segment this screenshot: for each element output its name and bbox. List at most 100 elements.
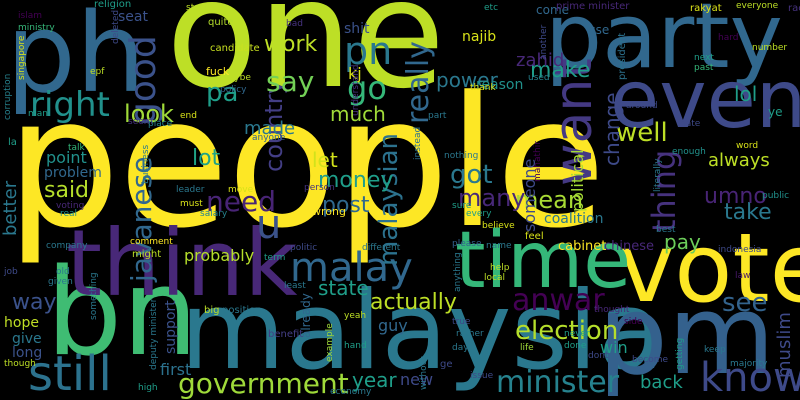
word-next: next — [694, 53, 714, 63]
word-wrong: wrong — [312, 205, 346, 218]
word-move: move — [228, 185, 254, 195]
word-public: public — [762, 191, 790, 201]
word-always: always — [708, 150, 770, 171]
word-instead: instead — [413, 126, 423, 160]
word-even: even — [610, 53, 800, 146]
word-year: year — [352, 368, 397, 392]
word-malaysia: malaysia — [180, 269, 664, 394]
word-one: one — [166, 0, 446, 122]
word-fuck: fuck — [206, 65, 230, 78]
word-minister: minister — [496, 365, 620, 400]
word-said: said — [44, 178, 90, 203]
word-vote: vote — [618, 214, 800, 324]
word-political: political — [568, 149, 587, 212]
word-bn: bn — [46, 244, 199, 383]
word-given: given — [48, 277, 73, 287]
word-need: need — [206, 185, 276, 218]
word-position: position — [222, 305, 262, 316]
word-back: back — [640, 372, 683, 393]
word-talk: talk — [68, 143, 85, 153]
word-everyone: everyone — [736, 1, 779, 11]
word-economy: economy — [330, 387, 372, 397]
word-actually: actually — [370, 290, 457, 315]
word-might: might — [132, 249, 162, 260]
word-mean: mean — [515, 186, 584, 214]
word-feel: feel — [525, 231, 544, 242]
word-sure: sure — [452, 201, 472, 211]
word-party: party — [545, 0, 783, 89]
word-people: people — [6, 59, 606, 268]
word-word: word — [736, 141, 759, 151]
word-mahathir: mahathir — [533, 141, 543, 182]
word-reason: reason — [476, 77, 524, 93]
word-dont: dont — [588, 351, 609, 361]
word-voting: voting — [56, 201, 85, 211]
word-money: money — [318, 168, 394, 193]
word-literally: literally — [653, 158, 663, 192]
word-least: least — [284, 281, 306, 291]
word-prime-minister: prime minister — [556, 1, 630, 12]
word-hand: hand — [344, 341, 367, 351]
word-guy: guy — [378, 316, 408, 335]
word-new: new — [400, 370, 434, 389]
word-day: day — [452, 343, 469, 353]
word-different: different — [362, 243, 401, 253]
word-high: high — [138, 383, 158, 393]
word-let: let — [312, 148, 338, 172]
word-without: without — [419, 356, 429, 390]
word-business: business — [141, 144, 151, 184]
word-long: long — [12, 345, 43, 361]
word-anyone: anyone — [252, 133, 286, 143]
word-go: go — [347, 69, 387, 107]
word-know: know — [700, 355, 800, 400]
word-salary: salary — [200, 209, 228, 219]
word-side: side — [624, 317, 643, 327]
word-around: around — [626, 101, 658, 111]
word-give: give — [12, 331, 42, 347]
word-etc: etc — [484, 3, 499, 13]
word-law: law — [735, 271, 751, 281]
word-corruption: corruption — [3, 73, 13, 120]
word-hate: hate — [680, 119, 701, 129]
word-never: never — [564, 329, 590, 339]
word-done: done — [564, 341, 587, 351]
word-first: first — [160, 360, 192, 379]
word-name: name — [486, 241, 512, 251]
word-job: job — [4, 267, 18, 277]
word-pa: pa — [206, 78, 239, 108]
word-term: term — [264, 253, 286, 263]
word-ph: ph — [6, 0, 146, 117]
word-hope: hope — [4, 315, 39, 331]
word-take: take — [724, 200, 772, 225]
word-work: work — [264, 32, 318, 57]
word-life: life — [520, 343, 534, 353]
word-start: start — [186, 3, 207, 13]
word-lol: lol — [734, 82, 758, 106]
word-pm: pm — [598, 271, 775, 399]
word-election: election — [515, 316, 619, 346]
word-religion: religion — [94, 0, 132, 10]
word-look: look — [124, 100, 174, 128]
word-come: come — [536, 3, 570, 17]
word-candidate: candidate — [210, 43, 260, 54]
word-use: use — [588, 23, 610, 37]
word-deleted: deleted — [111, 9, 121, 44]
word-ge: ge — [440, 359, 453, 370]
word-malay: malay — [290, 245, 413, 291]
word-policy: policy — [220, 85, 247, 95]
word-another: another — [539, 24, 549, 60]
word-islam: islam — [18, 11, 42, 21]
word-better: better — [0, 180, 21, 236]
word-power: power — [436, 68, 498, 92]
word-say: say — [266, 65, 315, 98]
word-example: example — [325, 323, 335, 362]
word-old: old — [56, 267, 70, 277]
word-true: true — [452, 317, 471, 327]
word-u: u — [256, 202, 282, 248]
word-many: many — [458, 184, 526, 212]
word-coalition: coalition — [544, 211, 604, 227]
word-ministry: ministry — [18, 23, 55, 33]
word-hard: hard — [718, 33, 739, 43]
word-zahid: zahid — [516, 50, 565, 71]
